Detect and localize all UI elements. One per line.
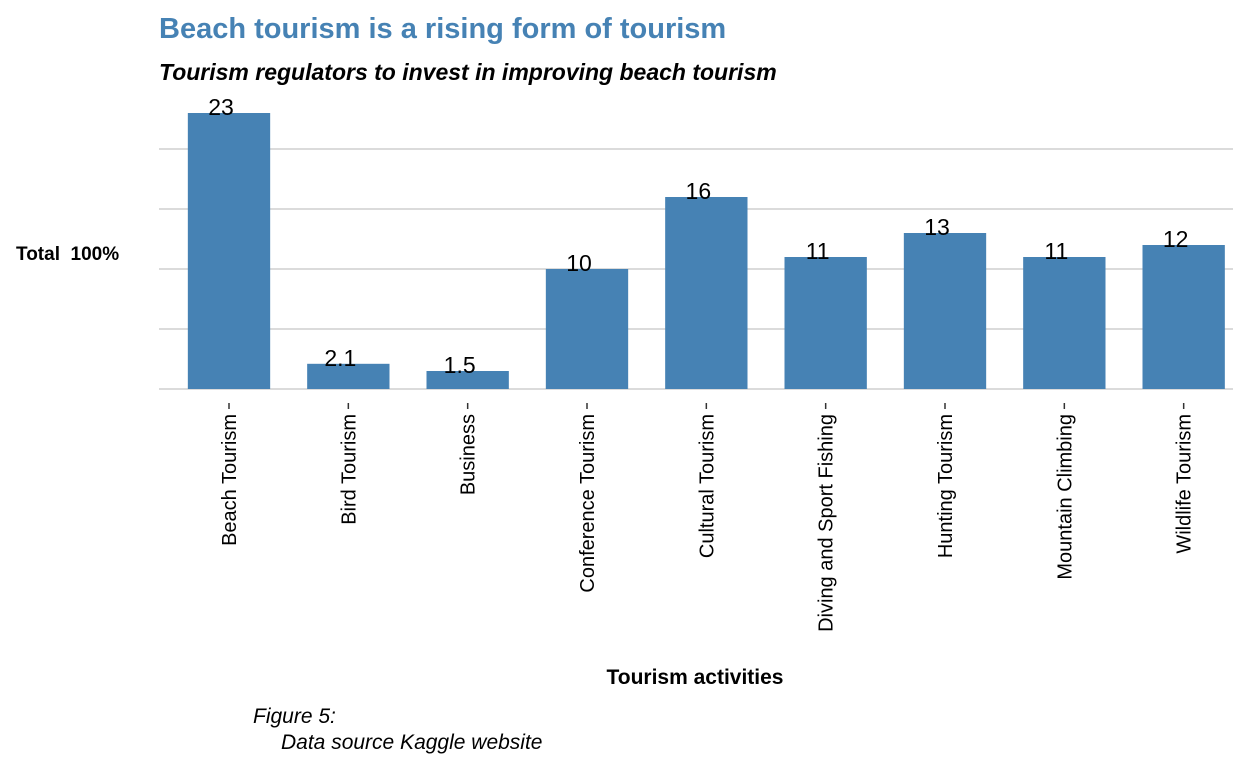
x-tick-label: Bird Tourism: [338, 414, 360, 525]
source-caption: Data source Kaggle website: [281, 731, 543, 754]
bars: [187, 113, 1225, 389]
data-label: 2.1: [324, 345, 356, 371]
data-label: 10: [566, 250, 592, 276]
bar: [307, 363, 390, 389]
x-tick-label: Hunting Tourism: [935, 414, 957, 558]
data-label: 13: [924, 214, 950, 240]
figure-caption: Figure 5:: [253, 705, 336, 728]
data-label: 11: [1044, 238, 1068, 264]
data-label: 12: [1163, 226, 1189, 252]
y-axis-label: Total 100%: [16, 244, 119, 265]
x-tick-label: Beach Tourism: [219, 414, 241, 546]
data-label: 23: [208, 94, 234, 120]
bar: [426, 371, 509, 389]
bar: [1023, 257, 1106, 389]
data-label: 16: [686, 178, 712, 204]
bar: [903, 233, 987, 389]
x-tick-label: Cultural Tourism: [696, 414, 718, 558]
x-tick-label: Business: [458, 414, 480, 495]
data-label: 11: [806, 238, 830, 264]
x-tick-label: Wildlife Tourism: [1174, 414, 1196, 554]
x-tick-label: Mountain Climbing: [1054, 414, 1076, 580]
bar: [187, 113, 271, 389]
bar: [1142, 245, 1225, 389]
x-tick-label: Diving and Sport Fishing: [816, 414, 838, 632]
bar: [665, 197, 748, 389]
data-label: 1.5: [444, 352, 476, 378]
x-tick-label: Conference Tourism: [577, 414, 599, 593]
bar: [545, 269, 629, 389]
chart-title: Beach tourism is a rising form of touris…: [159, 13, 726, 45]
chart-subtitle: Tourism regulators to invest in improvin…: [159, 59, 777, 85]
x-axis-ticks: Beach Tourism Bird Tourism Business Confere…: [219, 403, 1196, 632]
bar: [784, 257, 867, 389]
data-labels: 23 2.1 1.5 10 16 11 13 11 12: [208, 94, 1188, 378]
x-axis-label: Tourism activities: [606, 666, 783, 689]
